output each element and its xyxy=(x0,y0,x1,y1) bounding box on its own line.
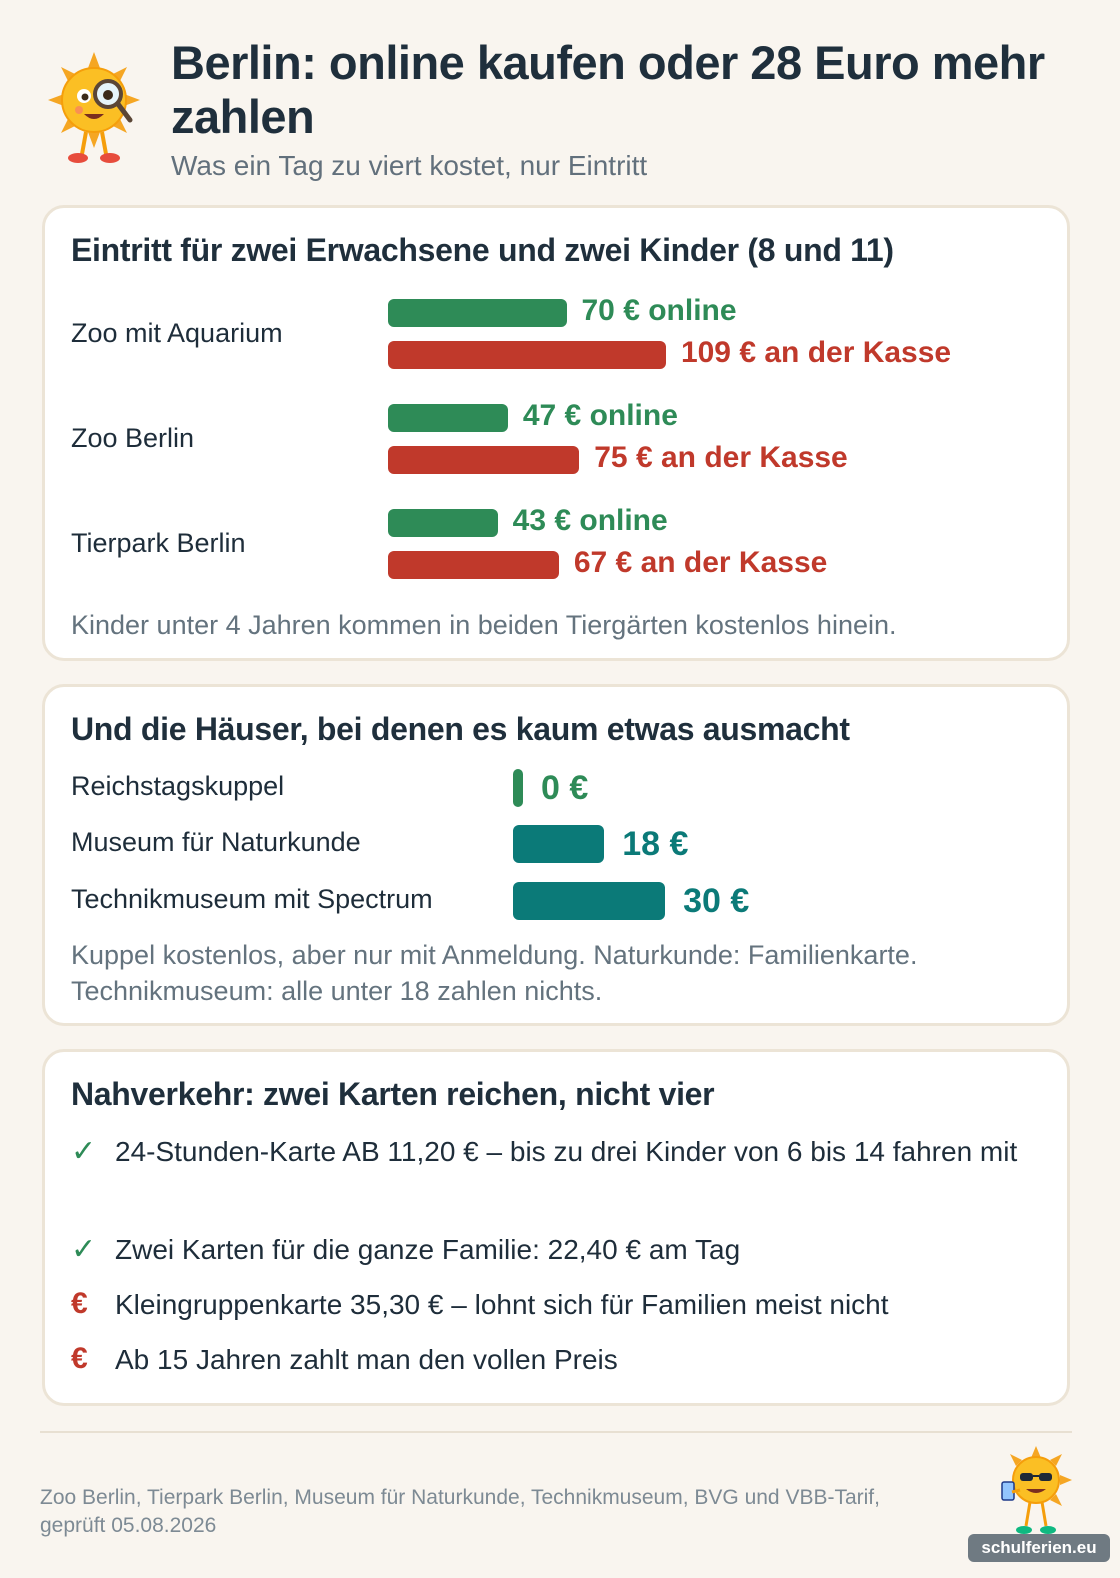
list-item-text: Kleingruppenkarte 35,30 € – lohnt sich f… xyxy=(115,1289,889,1320)
list-item-text: Zwei Karten für die ganze Familie: 22,40… xyxy=(115,1234,741,1265)
page-title: Berlin: online kaufen oder 28 Euro mehr … xyxy=(171,36,1045,143)
zoo-prices-card: Eintritt für zwei Erwachsene und zwei Ki… xyxy=(42,205,1070,661)
museum-value-label: 0 € xyxy=(541,769,589,807)
museum-bar xyxy=(513,825,605,863)
category-label: Technikmuseum mit Spectrum xyxy=(71,884,433,914)
category-label: Museum für Naturkunde xyxy=(71,827,361,857)
online-bar xyxy=(388,404,508,432)
kasse-bar xyxy=(388,341,666,369)
online-value-label: 47 € online xyxy=(522,399,678,432)
list-item-text: 24-Stunden-Karte AB 11,20 € – bis zu dre… xyxy=(115,1136,1018,1167)
museum-value-label: 18 € xyxy=(622,825,689,863)
museums-card: Und die Häuser, bei denen es kaum etwas … xyxy=(42,684,1070,1026)
zoo-note: Kinder unter 4 Jahren kommen in beiden T… xyxy=(71,610,897,640)
footer-divider xyxy=(40,1431,1072,1433)
online-bar xyxy=(388,509,498,537)
category-label: Tierpark Berlin xyxy=(71,528,246,558)
page-subtitle: Was ein Tag zu viert kostet, nur Eintrit… xyxy=(171,150,648,181)
museums-note-line: Kuppel kostenlos, aber nur mit Anmeldung… xyxy=(71,940,918,970)
museums-card-title: Und die Häuser, bei denen es kaum etwas … xyxy=(71,711,850,747)
museum-bar xyxy=(513,882,666,920)
museums-note-line: Technikmuseum: alle unter 18 zahlen nich… xyxy=(71,976,603,1006)
museum-value-label: 30 € xyxy=(683,882,750,920)
zoo-card-title: Eintritt für zwei Erwachsene und zwei Ki… xyxy=(71,232,894,268)
online-value-label: 43 € online xyxy=(512,504,668,537)
transit-card-title: Nahverkehr: zwei Karten reichen, nicht v… xyxy=(71,1076,715,1112)
sun-mascot-sunglasses-icon xyxy=(1001,1446,1072,1534)
kasse-value-label: 109 € an der Kasse xyxy=(680,336,952,369)
check-icon: ✓ xyxy=(71,1233,97,1266)
header: Berlin: online kaufen oder 28 Euro mehr … xyxy=(0,0,1120,200)
kasse-value-label: 75 € an der Kasse xyxy=(594,441,848,474)
check-icon: ✓ xyxy=(71,1135,97,1168)
euro-icon: € xyxy=(71,1342,88,1375)
category-label: Reichstagskuppel xyxy=(71,771,285,801)
list-item-text: Ab 15 Jahren zahlt man den vollen Preis xyxy=(115,1344,618,1375)
kasse-bar xyxy=(388,446,580,474)
online-bar xyxy=(388,299,567,327)
euro-icon: € xyxy=(71,1287,88,1320)
transit-card: Nahverkehr: zwei Karten reichen, nicht v… xyxy=(42,1049,1070,1406)
online-value-label: 70 € online xyxy=(581,294,737,327)
kasse-value-label: 67 € an der Kasse xyxy=(573,546,828,579)
category-label: Zoo mit Aquarium xyxy=(71,318,283,348)
brand-logo[interactable]: schulferien.eu xyxy=(968,1534,1110,1562)
sun-mascot-magnifier-icon xyxy=(48,52,140,163)
category-label: Zoo Berlin xyxy=(71,423,195,453)
source-note: Zoo Berlin, Tierpark Berlin, Museum für … xyxy=(40,1486,880,1537)
kasse-bar xyxy=(388,551,559,579)
museum-bar xyxy=(513,769,523,807)
